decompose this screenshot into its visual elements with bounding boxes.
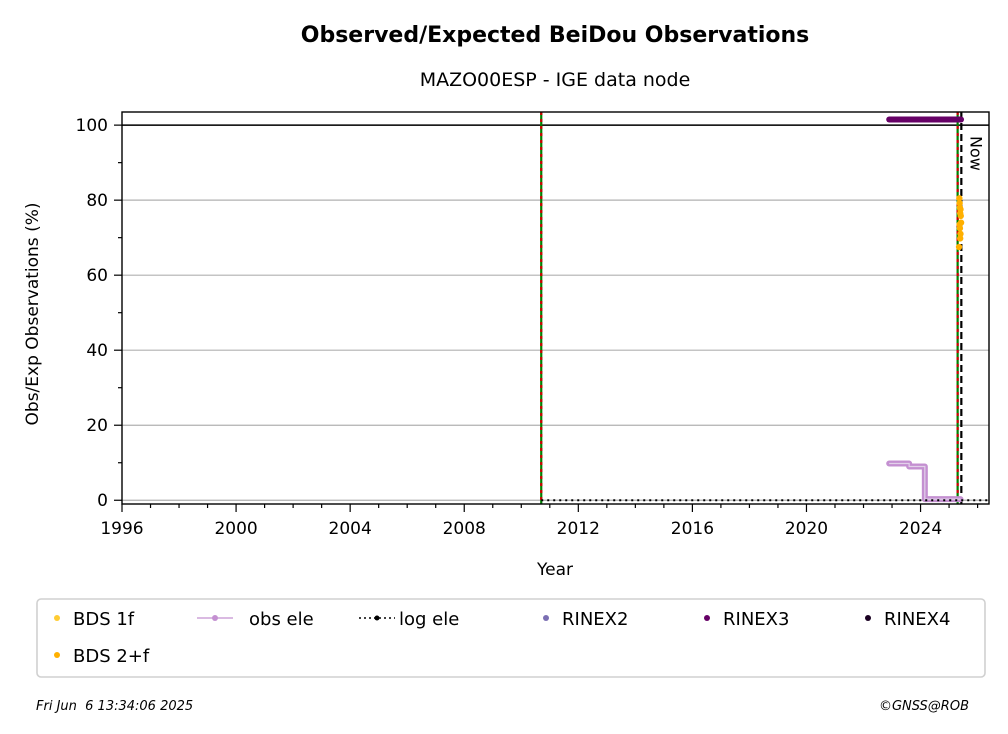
legend-label: obs ele (249, 609, 314, 630)
series-obs-ele-edge (889, 462, 961, 500)
data-point-bds-2-f (956, 221, 963, 228)
legend-label: RINEX2 (562, 609, 628, 630)
legend-label: RINEX3 (723, 609, 789, 630)
legend-label: BDS 2+f (73, 646, 150, 667)
plot-area: Now 1996 2000 2004 2008 2012 2016 2020 2024 0 20 40… (76, 111, 990, 539)
x-tick-label: 2024 (899, 519, 942, 539)
x-axis-label: Year (536, 560, 573, 580)
legend-label: log ele (399, 609, 459, 630)
y-tick-label: 60 (86, 266, 108, 286)
legend-marker (374, 615, 380, 621)
footer-credit: ©GNSS@ROB (879, 699, 969, 714)
x-tick-label: 2012 (557, 519, 600, 539)
legend-label: RINEX4 (884, 609, 950, 630)
data-point-bds-2-f (955, 243, 963, 251)
now-label: Now (966, 136, 985, 171)
y-tick-label: 100 (76, 116, 108, 136)
x-tick-label: 1996 (100, 519, 143, 539)
legend-marker (212, 615, 218, 621)
x-tick-label: 2000 (214, 519, 257, 539)
legend-marker (543, 615, 549, 621)
y-axis-label: Obs/Exp Observations (%) (23, 203, 43, 426)
x-tick-label: 2016 (671, 519, 714, 539)
x-tick-label: 2008 (443, 519, 486, 539)
chart-title: Observed/Expected BeiDou Observations (301, 23, 810, 48)
footer-timestamp: Fri Jun 6 13:34:06 2025 (36, 699, 193, 714)
legend-marker (54, 652, 60, 658)
data-point-bds-2-f (956, 195, 963, 202)
y-tick-label: 0 (97, 491, 108, 511)
data-point-bds-2-f (957, 212, 964, 220)
y-tick-label: 20 (86, 416, 108, 436)
x-tick-label: 2004 (329, 519, 372, 539)
y-tick-label: 40 (86, 341, 108, 361)
axes-frame (121, 111, 990, 505)
legend-marker (704, 615, 710, 621)
x-tick-label: 2020 (785, 519, 828, 539)
y-tick-label: 80 (86, 191, 108, 211)
legend-label: BDS 1f (73, 609, 135, 630)
data-point-bds-2-f (957, 206, 964, 213)
legend-marker (865, 615, 871, 621)
chart-subtitle: MAZO00ESP - IGE data node (420, 69, 691, 91)
legend-box (36, 598, 986, 678)
legend-marker (54, 615, 60, 621)
data-point-bds-2-f (956, 235, 964, 242)
legend: BDS 1f obs ele log ele RINEX2 RINEX3 RINEX4 BD… (36, 598, 986, 678)
